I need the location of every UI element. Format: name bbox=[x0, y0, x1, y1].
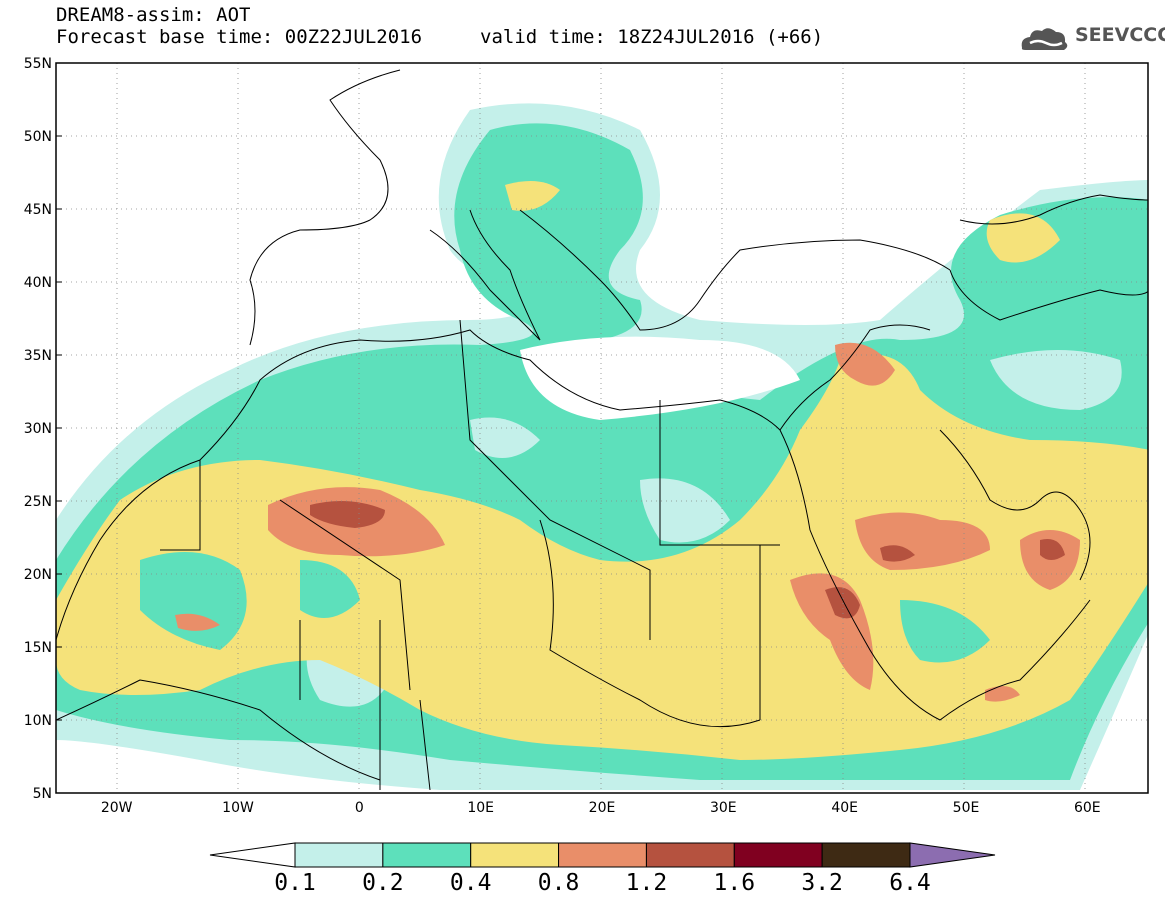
lat-label: 10N bbox=[24, 713, 52, 729]
seevccc-logo-icon bbox=[1021, 28, 1068, 50]
longitude-labels: 20W 10W 0 10E 20E 30E 40E 50E 60E bbox=[101, 800, 1101, 816]
mediterranean-clear bbox=[520, 336, 800, 420]
lat-label: 5N bbox=[33, 786, 52, 802]
colorbar-swatch bbox=[558, 842, 647, 868]
lat-label: 55N bbox=[24, 56, 52, 72]
colorbar-swatch bbox=[294, 842, 384, 868]
latitude-labels: 55N 50N 45N 40N 35N 30N 25N 20N 15N 10N 5N bbox=[24, 56, 62, 802]
colorbar-over-triangle bbox=[909, 842, 996, 868]
lon-label: 0 bbox=[355, 800, 364, 816]
lon-label: 10E bbox=[467, 800, 494, 816]
colorbar-swatch bbox=[470, 842, 560, 868]
valid-time: valid time: 18Z24JUL2016 (+66) bbox=[480, 26, 824, 48]
colorbar bbox=[209, 842, 996, 868]
colorbar-label: 3.2 bbox=[801, 870, 843, 896]
colorbar-label: 0.8 bbox=[537, 870, 580, 896]
lon-label: 40E bbox=[831, 800, 858, 816]
colorbar-label: 0.4 bbox=[449, 870, 492, 896]
lat-label: 45N bbox=[24, 202, 52, 218]
colorbar-label: 1.6 bbox=[713, 870, 756, 896]
aot-band-1.2 bbox=[310, 501, 385, 528]
lat-label: 35N bbox=[24, 348, 52, 364]
colorbar-swatch bbox=[645, 842, 735, 868]
lon-label: 20E bbox=[589, 800, 616, 816]
colorbar-swatch bbox=[821, 842, 911, 868]
colorbar-label: 1.2 bbox=[625, 870, 668, 896]
lat-label: 15N bbox=[24, 640, 52, 656]
colorbar-swatch bbox=[382, 842, 472, 868]
lat-label: 20N bbox=[24, 567, 52, 583]
lon-label: 20W bbox=[101, 800, 133, 816]
lon-label: 60E bbox=[1074, 800, 1101, 816]
forecast-base-time: Forecast base time: 00Z22JUL2016 bbox=[56, 26, 423, 48]
coastlines bbox=[56, 69, 1148, 791]
logo-text: SEEVCCC bbox=[1075, 24, 1165, 46]
lon-label: 10W bbox=[222, 800, 254, 816]
plot-title: DREAM8-assim: AOT bbox=[56, 4, 251, 26]
colorbar-label: 0.2 bbox=[362, 870, 404, 896]
colorbar-under-triangle bbox=[209, 842, 296, 868]
lat-label: 50N bbox=[24, 129, 52, 145]
colorbar-label: 0.1 bbox=[274, 870, 316, 896]
lat-label: 40N bbox=[24, 275, 52, 291]
lon-label: 30E bbox=[710, 800, 737, 816]
lat-label: 30N bbox=[24, 421, 52, 437]
colorbar-swatch bbox=[733, 842, 823, 868]
lon-label: 50E bbox=[953, 800, 980, 816]
colorbar-label: 6.4 bbox=[889, 870, 931, 896]
lat-label: 25N bbox=[24, 494, 52, 510]
aot-contours bbox=[56, 103, 1148, 790]
